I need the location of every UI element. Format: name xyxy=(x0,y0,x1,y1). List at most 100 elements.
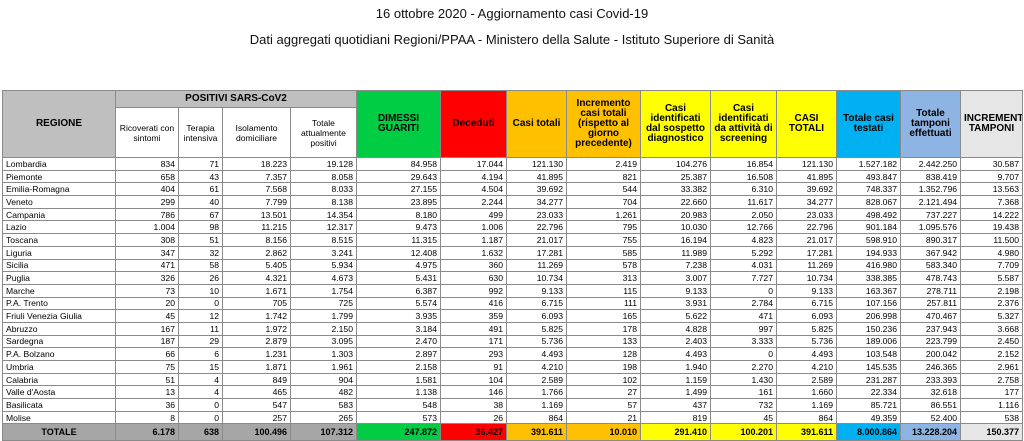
cell: 233.393 xyxy=(900,372,961,387)
cell: 1.303 xyxy=(290,347,357,361)
cell: 3.184 xyxy=(356,321,441,336)
cell: 2.862 xyxy=(222,245,291,260)
cell: 890.317 xyxy=(900,233,961,247)
cell: 8 xyxy=(115,410,179,425)
cell: 11.500 xyxy=(960,233,1023,247)
cell: 538 xyxy=(960,410,1023,425)
cell: 3.007 xyxy=(640,271,711,285)
cell: 29.643 xyxy=(356,169,441,184)
cell: 103.548 xyxy=(836,347,901,361)
cell: 786 xyxy=(115,207,179,222)
cell: 465 xyxy=(222,385,291,400)
cell: 22.796 xyxy=(776,220,837,235)
cell: 1.799 xyxy=(290,309,357,323)
cell: 578 xyxy=(566,258,641,273)
column-header: Casi totali xyxy=(506,90,567,158)
cell: 49.359 xyxy=(836,410,901,425)
cell: 482 xyxy=(290,385,357,400)
data-row: Molise 8 0 257 265 573 26 864 21 819 45 864 49.359 52… xyxy=(2,410,1023,425)
total-label: TOTALE xyxy=(2,423,116,441)
region-name: Molise xyxy=(2,410,116,425)
total-cell: 36.427 xyxy=(440,423,507,441)
cell: 10 xyxy=(178,283,223,298)
data-row: Toscana 308 51 8.156 8.515 11.315 1.187 21.017 7… xyxy=(2,233,1023,247)
cell: 630 xyxy=(440,271,507,285)
region-name: Veneto xyxy=(2,195,116,209)
cell: 51 xyxy=(178,233,223,247)
cell: 12.408 xyxy=(356,245,441,260)
cell: 7.368 xyxy=(960,195,1023,209)
cell: 3.241 xyxy=(290,245,357,260)
cell: 1.766 xyxy=(506,385,567,400)
cell: 21.017 xyxy=(506,233,567,247)
cell: 470.467 xyxy=(900,309,961,323)
cell: 992 xyxy=(440,283,507,298)
cell: 12.766 xyxy=(710,220,777,235)
cell: 2.470 xyxy=(356,334,441,349)
cell: 150.236 xyxy=(836,321,901,336)
cell: 115 xyxy=(566,283,641,298)
data-row: Calabria 51 4 849 904 1.581 104 2.589 102 1.159 1.… xyxy=(2,372,1023,387)
cell: 45 xyxy=(710,410,777,425)
cell: 23.033 xyxy=(506,207,567,222)
total-cell: 638 xyxy=(178,423,223,441)
cell: 121.130 xyxy=(506,157,567,171)
cell: 4 xyxy=(178,372,223,387)
cell: 732 xyxy=(710,398,777,412)
cell: 61 xyxy=(178,182,223,197)
data-row: Lombardia 834 71 18.223 19.128 84.958 17.044 12… xyxy=(2,157,1023,171)
cell: 5.825 xyxy=(776,321,837,336)
cell: 2.121.494 xyxy=(900,195,961,209)
cell: 6.093 xyxy=(506,309,567,323)
cell: 85.721 xyxy=(836,398,901,412)
cell: 5.587 xyxy=(960,271,1023,285)
cell: 223.799 xyxy=(900,334,961,349)
data-row: Puglia 326 26 4.321 4.673 5.431 630 10.734 313 3.… xyxy=(2,271,1023,285)
cell: 34.277 xyxy=(506,195,567,209)
cell: 0 xyxy=(178,398,223,412)
cell: 36 xyxy=(115,398,179,412)
cell: 3.095 xyxy=(290,334,357,349)
cell: 1.261 xyxy=(566,207,641,222)
cell: 13.501 xyxy=(222,207,291,222)
cell: 84.958 xyxy=(356,157,441,171)
cell: 32.618 xyxy=(900,385,961,400)
cell: 38 xyxy=(440,398,507,412)
cell: 8.138 xyxy=(290,195,357,209)
total-cell: 10.010 xyxy=(566,423,641,441)
total-cell: 247.872 xyxy=(356,423,441,441)
cell: 27.155 xyxy=(356,182,441,197)
cell: 145.535 xyxy=(836,360,901,374)
data-row: Umbria 75 15 1.871 1.961 2.158 91 4.210 198 1.940… xyxy=(2,360,1023,374)
cell: 338.385 xyxy=(836,271,901,285)
cell: 52.400 xyxy=(900,410,961,425)
data-row: Valle d'Aosta 13 4 465 482 1.138 146 1.766 27 1.4… xyxy=(2,385,1023,400)
cell: 705 xyxy=(222,296,291,311)
cell: 1.430 xyxy=(710,372,777,387)
group-header: POSITIVI SARS-CoV2 xyxy=(115,90,357,108)
column-header: Isolamento domiciliare xyxy=(222,107,291,158)
cell: 904 xyxy=(290,372,357,387)
cell: 1.499 xyxy=(640,385,711,400)
cell: 1.159 xyxy=(640,372,711,387)
title: 16 ottobre 2020 - Aggiornamento casi Cov… xyxy=(375,6,649,21)
cell: 9.133 xyxy=(776,283,837,298)
cell: 9.133 xyxy=(640,283,711,298)
cell: 26 xyxy=(440,410,507,425)
cell: 231.287 xyxy=(836,372,901,387)
cell: 0 xyxy=(178,296,223,311)
cell: 107.156 xyxy=(836,296,901,311)
region-name: Toscana xyxy=(2,233,116,247)
cell: 11.269 xyxy=(506,258,567,273)
cell: 849 xyxy=(222,372,291,387)
cell: 748.337 xyxy=(836,182,901,197)
cell: 104.276 xyxy=(640,157,711,171)
cell: 6.093 xyxy=(776,309,837,323)
cell: 4.493 xyxy=(506,347,567,361)
data-table: REGIONE POSITIVI SARS-CoV2 DIMESSI GUARITI… xyxy=(2,90,1023,441)
region-name: Valle d'Aosta xyxy=(2,385,116,400)
cell: 3.931 xyxy=(640,296,711,311)
region-name: Lombardia xyxy=(2,157,116,171)
cell: 819 xyxy=(640,410,711,425)
cell: 265 xyxy=(290,410,357,425)
